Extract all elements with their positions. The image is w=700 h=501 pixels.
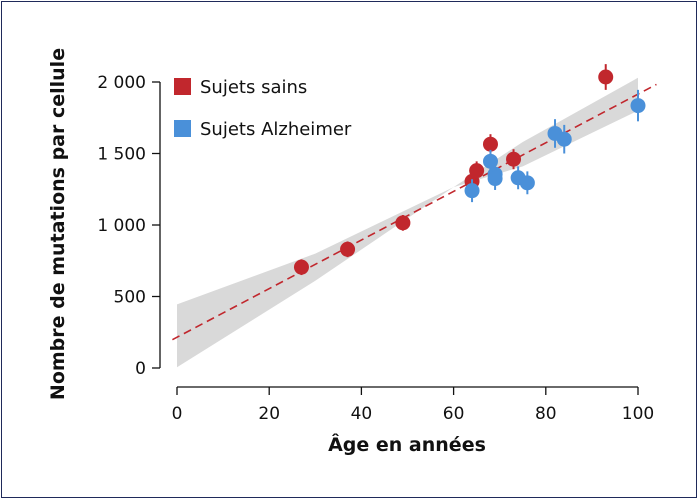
data-point bbox=[487, 171, 503, 187]
data-point-group bbox=[487, 167, 503, 190]
x-axis-title: Âge en années bbox=[328, 433, 486, 456]
data-point-group bbox=[469, 161, 485, 180]
data-point bbox=[395, 215, 411, 231]
y-tick-label: 2 000 bbox=[97, 73, 146, 93]
data-point-group bbox=[556, 124, 572, 154]
data-point bbox=[519, 175, 535, 191]
data-point-group bbox=[395, 214, 411, 231]
data-point bbox=[630, 98, 646, 114]
data-point bbox=[506, 151, 522, 167]
y-tick-label: 1 000 bbox=[97, 216, 146, 236]
x-tick-label: 60 bbox=[443, 404, 465, 424]
trend-line bbox=[172, 83, 657, 341]
data-point bbox=[482, 136, 498, 152]
confidence-band bbox=[177, 77, 638, 368]
y-axis-title: Nombre de mutations par cellule bbox=[47, 48, 69, 400]
data-point-group bbox=[506, 149, 522, 170]
x-tick-label: 40 bbox=[351, 404, 373, 424]
data-point bbox=[340, 241, 356, 257]
x-tick-label: 20 bbox=[258, 404, 280, 424]
x-tick-label: 100 bbox=[622, 404, 654, 424]
data-point bbox=[598, 69, 614, 85]
x-tick-label: 80 bbox=[535, 404, 557, 424]
data-point bbox=[464, 183, 480, 199]
legend-label: Sujets Alzheimer bbox=[200, 119, 352, 140]
y-tick-label: 0 bbox=[135, 359, 146, 379]
data-point-group bbox=[519, 171, 535, 195]
y-tick-label: 500 bbox=[114, 288, 146, 308]
legend-swatch bbox=[174, 78, 191, 95]
data-point-group bbox=[293, 259, 309, 276]
data-point-group bbox=[464, 179, 480, 203]
data-point-group bbox=[630, 89, 646, 122]
data-point bbox=[469, 163, 485, 179]
legend-label: Sujets sains bbox=[200, 77, 307, 98]
data-point-group bbox=[598, 64, 614, 90]
legend-swatch bbox=[174, 120, 191, 137]
data-point bbox=[556, 131, 572, 147]
data-point bbox=[293, 259, 309, 275]
data-point-group bbox=[340, 241, 356, 258]
x-tick-label: 0 bbox=[172, 404, 183, 424]
y-tick-label: 1 500 bbox=[97, 145, 146, 165]
